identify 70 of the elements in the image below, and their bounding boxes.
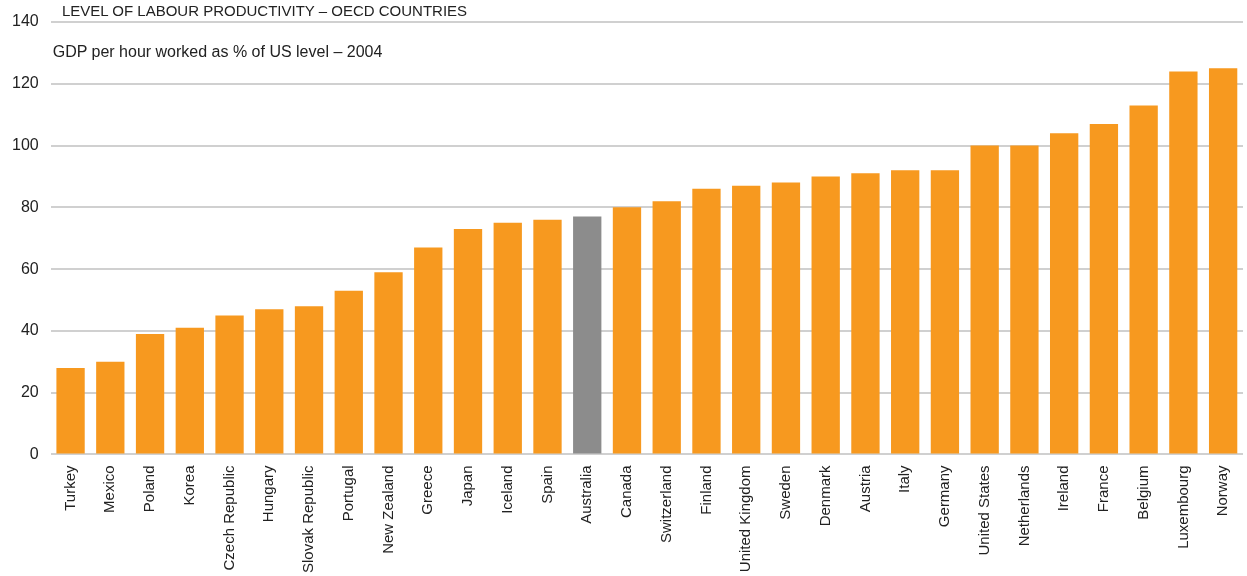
x-tick-label: Austria xyxy=(855,464,873,513)
x-tick-label: Iceland xyxy=(497,465,515,514)
bar xyxy=(255,309,284,454)
x-tick-label: Korea xyxy=(179,464,197,506)
bar xyxy=(175,327,204,454)
bar xyxy=(135,333,165,454)
y-tick-label: 40 xyxy=(20,321,39,339)
bar xyxy=(374,272,403,454)
y-tick-label: 20 xyxy=(20,383,39,401)
x-tick-label: Mexico xyxy=(100,465,118,513)
x-tick-label: Spain xyxy=(537,465,555,504)
y-tick-label: 60 xyxy=(20,259,39,277)
y-tick-label: 100 xyxy=(11,135,39,153)
bar xyxy=(970,145,999,454)
x-tick-label: Turkey xyxy=(60,464,78,511)
bar xyxy=(1208,68,1238,454)
bar xyxy=(294,306,324,454)
x-tick-label: New Zealand xyxy=(378,465,396,554)
bar xyxy=(891,170,920,454)
x-tick-label: Hungary xyxy=(259,464,277,523)
bar xyxy=(453,228,483,454)
x-tick-label: Luxembourg xyxy=(1173,465,1191,549)
bar xyxy=(493,222,522,454)
x-tick-label: United States xyxy=(974,465,992,556)
bar xyxy=(334,290,363,454)
bar xyxy=(1169,71,1198,454)
y-tick-label: 120 xyxy=(11,74,39,92)
x-tick-label: Denmark xyxy=(815,464,833,527)
y-tick-label: 0 xyxy=(29,444,39,462)
bar xyxy=(573,216,602,454)
x-tick-label: Ireland xyxy=(1054,465,1072,512)
x-tick-label: Norway xyxy=(1213,464,1231,517)
bar xyxy=(1089,123,1119,454)
chart-title: LEVEL OF LABOUR PRODUCTIVITY – OECD COUNTRIES xyxy=(62,2,468,19)
bar xyxy=(811,176,840,454)
bar xyxy=(1050,133,1079,454)
bar xyxy=(96,361,125,454)
bar xyxy=(930,170,960,454)
x-tick-label: Australia xyxy=(577,464,595,524)
x-tick-label: Canada xyxy=(617,464,635,518)
y-tick-label: 140 xyxy=(11,12,39,30)
y-tick-label: 80 xyxy=(20,197,39,215)
x-tick-label: Portugal xyxy=(338,465,356,522)
bar xyxy=(1010,145,1039,454)
x-tick-label: Italy xyxy=(895,464,913,493)
bar xyxy=(692,188,721,454)
x-tick-label: United Kingdom xyxy=(736,465,754,573)
x-tick-label: Japan xyxy=(458,465,476,507)
x-tick-label: Czech Republic xyxy=(219,464,237,571)
x-tick-label: Germany xyxy=(935,464,953,528)
x-tick-label: Netherlands xyxy=(1014,465,1032,547)
x-tick-label: Switzerland xyxy=(656,465,674,543)
x-tick-label: Greece xyxy=(418,465,436,515)
bar xyxy=(612,207,642,454)
x-tick-label: Finland xyxy=(696,465,714,515)
bar xyxy=(414,247,443,454)
bar xyxy=(56,367,85,454)
x-tick-label: Belgium xyxy=(1133,465,1151,520)
x-tick-label: Poland xyxy=(140,465,158,513)
bar xyxy=(851,173,880,454)
bar xyxy=(533,219,562,454)
x-tick-label: Slovak Republic xyxy=(299,464,317,574)
x-tick-label: France xyxy=(1094,465,1112,513)
text: GDP per hour worked as % of US level – 2004 xyxy=(52,43,383,61)
x-tick-label: Sweden xyxy=(776,465,794,520)
bar xyxy=(1129,105,1158,454)
bar xyxy=(652,201,681,454)
bar xyxy=(732,185,761,454)
bar xyxy=(771,182,801,454)
bar xyxy=(215,315,244,454)
